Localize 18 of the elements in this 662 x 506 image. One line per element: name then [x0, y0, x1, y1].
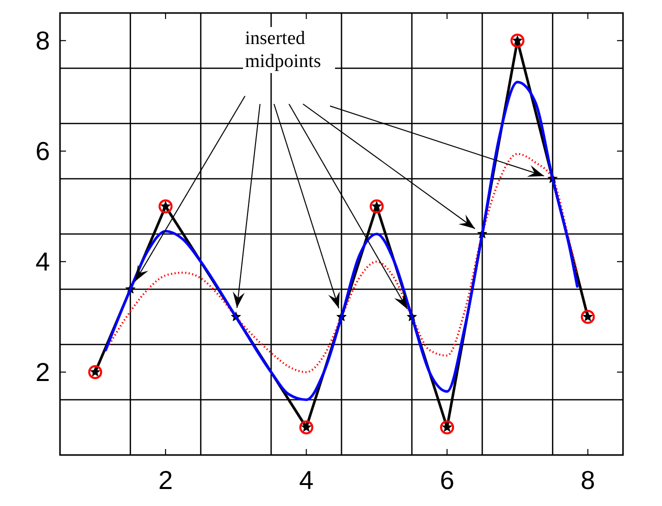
annotation: inserted midpoints: [245, 28, 322, 72]
x-tick-label: 4: [299, 465, 314, 495]
point: [440, 420, 454, 434]
point: [299, 420, 314, 434]
point: [510, 34, 524, 48]
y-tick-label: 2: [36, 357, 50, 388]
y-tick-label: 8: [36, 26, 50, 56]
y-tick-label: 4: [36, 246, 50, 277]
line-series: [108, 152, 578, 374]
x-tick-label: 2: [158, 465, 173, 495]
point: [580, 310, 595, 324]
x-tick-label: 6: [440, 465, 454, 495]
y-tick-label: 6: [36, 136, 50, 166]
x-tick-label: 8: [580, 465, 596, 495]
line-series: [104, 80, 579, 402]
point: [158, 199, 173, 214]
point: [370, 199, 384, 214]
point: [88, 365, 102, 380]
